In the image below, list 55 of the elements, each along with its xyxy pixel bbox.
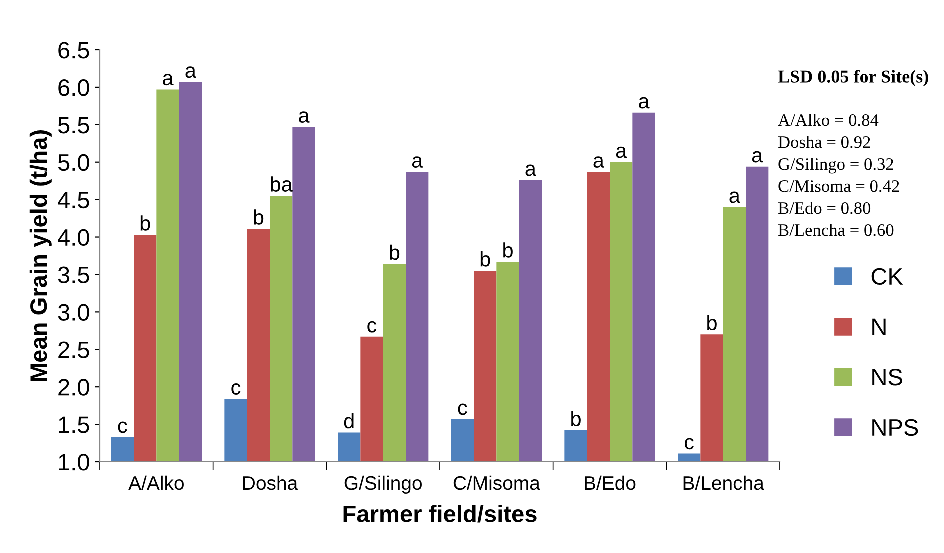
legend-label: N (872, 318, 886, 336)
y-tick-label: 6.0 (58, 80, 90, 96)
x-tick-label: B/Lencha (684, 476, 764, 490)
annotation: G/Silingo = 0.32 (778, 158, 894, 174)
annotation: C/Misoma = 0.42 (778, 180, 900, 192)
data-label: a (299, 112, 310, 124)
x-tick-label: B/Edo (585, 476, 636, 490)
data-label: a (526, 164, 536, 176)
annotation: B/Edo = 0.80 (778, 202, 871, 214)
data-label: b (480, 252, 490, 267)
x-tick-label: A/Alko (128, 476, 184, 490)
data-label: c (368, 321, 377, 333)
y-tick-label: 6.5 (58, 42, 90, 59)
y-tick-label: 4.5 (58, 192, 90, 209)
data-label: b (140, 216, 150, 231)
data-label: c (458, 404, 468, 416)
x-tick-label: G/Silingo (344, 476, 422, 494)
data-label: a (752, 151, 764, 163)
x-tick-label: Dosha (243, 476, 298, 490)
annotation: LSD 0.05 for Site(s) (778, 70, 928, 87)
y-tick-label: 5.0 (58, 154, 90, 172)
data-label: a (163, 74, 174, 86)
x-tick-label: C/Misoma (454, 476, 540, 490)
data-label: b (254, 210, 264, 225)
annotation: Dosha = 0.92 (778, 136, 870, 148)
legend-label: NS (872, 369, 902, 386)
data-label: d (344, 413, 354, 429)
y-tick-label: 3.5 (58, 266, 90, 284)
data-label: b (572, 411, 581, 426)
x-axis-title: Farmer field/sites (344, 505, 537, 523)
data-label: a (594, 156, 604, 168)
data-label: ba (271, 176, 293, 192)
y-tick-label: 3.0 (58, 304, 90, 321)
y-tick-label: 1.5 (59, 416, 90, 434)
annotation: A/Alko = 0.84 (778, 114, 879, 126)
y-tick-label: 1.0 (59, 454, 90, 471)
data-label: c (232, 384, 241, 395)
y-axis-title: Mean Grain yield (t/ha) (30, 130, 52, 382)
data-label: a (616, 146, 628, 158)
data-label: b (504, 242, 513, 258)
annotation: B/Lencha = 0.60 (778, 224, 894, 236)
y-tick-label: 4.0 (58, 229, 90, 246)
legend-label: NPS (872, 419, 918, 436)
data-label: a (186, 66, 196, 78)
data-label: b (708, 315, 717, 331)
data-label: c (685, 438, 694, 450)
data-label: b (390, 244, 400, 260)
legend-label: CK (872, 268, 904, 286)
data-label: c (118, 422, 128, 434)
y-tick-label: 5.5 (58, 117, 90, 134)
data-label: a (639, 97, 650, 109)
y-tick-label: 2.5 (58, 342, 90, 358)
data-label: a (730, 192, 740, 204)
data-label: a (412, 156, 424, 168)
y-tick-label: 2.0 (58, 379, 90, 396)
